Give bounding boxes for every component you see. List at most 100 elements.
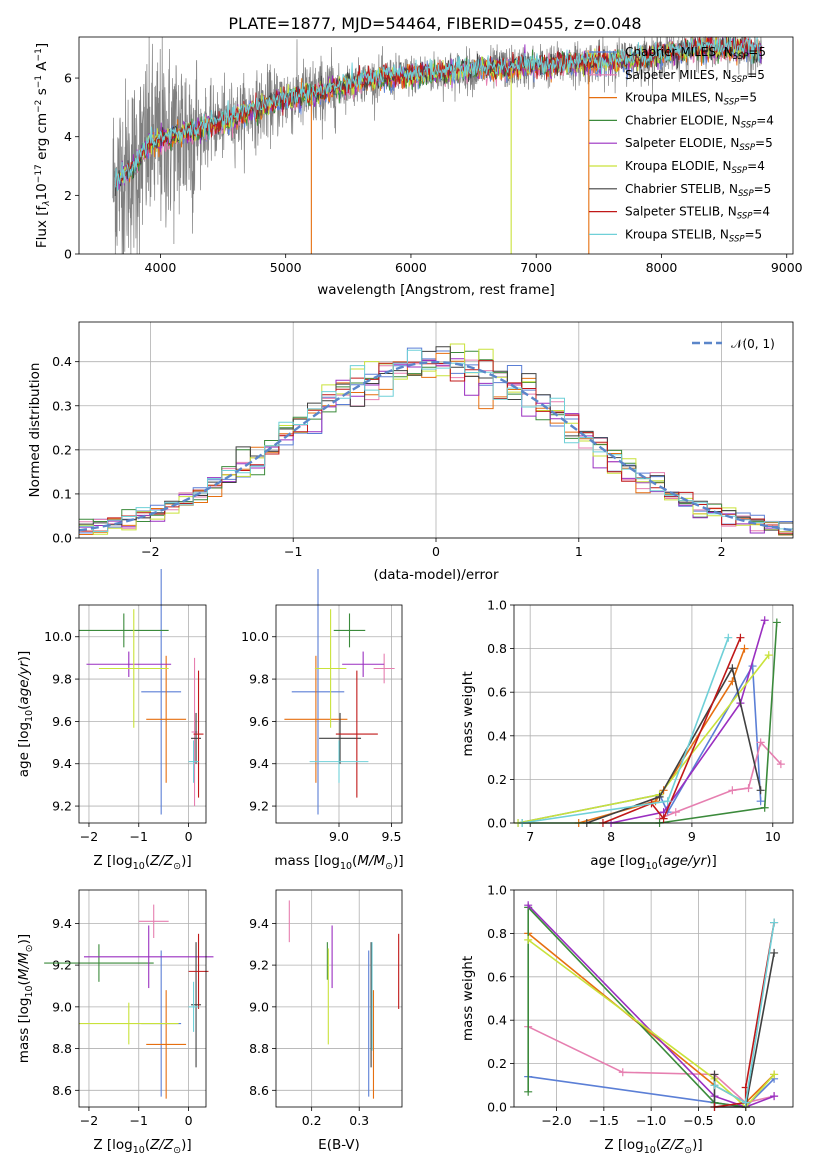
legend-label: Chabrier MILES, NSSP=5: [625, 45, 766, 62]
x-tick-label: 7000: [520, 260, 552, 275]
plot-area: [284, 569, 395, 815]
plot-area: [288, 900, 400, 1099]
y-axis-label: mass [log10(M/M⊙)]: [16, 934, 35, 1063]
axes-frame: [78, 604, 207, 824]
weight-marker: [655, 792, 664, 801]
residual-histogram-panel: −2 −1 0 1 2 0.0 0.1 0.2 0.3 0.4 𝒩(0, 1) (data-model…: [27, 321, 794, 583]
y-tick-label: 8.6: [249, 1083, 269, 1098]
weight-line: [610, 620, 766, 824]
x-tick-label: 8000: [646, 260, 678, 275]
axes-frame: [78, 36, 794, 255]
weight-line: [659, 740, 782, 820]
y-tick-label: 0.8: [487, 641, 507, 656]
y-tick-label: 1.0: [487, 883, 507, 898]
legend-label: Kroupa MILES, NSSP=5: [625, 91, 757, 108]
y-tick-label: 9.4: [52, 756, 72, 771]
y-tick-label: 8.8: [52, 1041, 72, 1056]
weight-marker: [724, 633, 733, 642]
weight-marker: [770, 1092, 779, 1101]
legend-label: Salpeter ELODIE, NSSP=5: [625, 136, 773, 153]
plot-area: [524, 901, 779, 1111]
legend-label: Salpeter MILES, NSSP=5: [625, 68, 765, 85]
y-tick-label: 9.2: [52, 958, 72, 973]
weight-line: [527, 904, 775, 1108]
x-tick-label: 9000: [771, 260, 803, 275]
weight-line: [714, 922, 775, 1104]
weight-marker: [760, 616, 769, 625]
axes-frame: [513, 889, 794, 1108]
weight-marker: [741, 1098, 750, 1107]
weight-marker: [659, 814, 668, 823]
axes-frame: [275, 889, 403, 1108]
y-tick-label: 10.0: [241, 629, 269, 644]
x-axis-label: age [log10(age/yr)]: [590, 853, 716, 872]
weight-marker: [728, 664, 737, 673]
weight-marker: [524, 935, 533, 944]
weight-marker: [760, 803, 769, 812]
y-tick-label: 9.8: [249, 672, 269, 687]
model-spectrum: [114, 36, 763, 187]
weight-line: [714, 922, 775, 1108]
x-axis-label: (data-model)/error: [373, 567, 499, 583]
plot-area: [112, 35, 763, 255]
x-tick-label: 0.3: [349, 1113, 369, 1128]
y-tick-label: 9.0: [249, 999, 269, 1014]
y-tick-label: 0.0: [52, 531, 72, 546]
weight-vs-metallicity-panel: −2.0 −1.5 −1.0 −0.5 0.0 0.0 0.2 0.4 0.6 0.8 1.0 Z […: [460, 883, 794, 1156]
y-axis-label: age [log10(age/yr)]: [16, 651, 35, 777]
weight-marker: [740, 644, 749, 653]
weight-marker: [736, 633, 745, 642]
weight-line: [586, 666, 762, 824]
weight-marker: [710, 1070, 719, 1079]
x-tick-label: 7: [526, 829, 534, 844]
mass-vs-ebv-panel: 0.2 0.3 8.6 8.8 9.0 9.2 9.4 E(B-V): [249, 889, 403, 1153]
plot-area: [44, 904, 214, 1099]
weight-marker: [756, 738, 765, 747]
x-tick-label: −1.0: [636, 1113, 666, 1128]
legend-label: Kroupa ELODIE, NSSP=4: [625, 159, 765, 176]
y-tick-label: 9.2: [249, 799, 269, 814]
y-tick-label: 0.1: [52, 486, 72, 501]
x-tick-label: 0: [185, 829, 193, 844]
y-tick-label: 0.2: [487, 1056, 507, 1071]
x-tick-label: −1: [130, 1113, 148, 1128]
y-axis-label: mass weight: [460, 671, 476, 756]
weight-marker: [770, 918, 779, 927]
y-tick-label: 0.4: [52, 354, 72, 369]
legend-label: Chabrier ELODIE, NSSP=4: [625, 113, 774, 130]
y-tick-label: 0.2: [52, 442, 72, 457]
x-tick-label: −0.5: [683, 1113, 713, 1128]
weight-marker: [524, 901, 533, 910]
legend-label: Chabrier STELIB, NSSP=5: [625, 182, 771, 199]
weight-line: [517, 654, 770, 824]
figure-title: PLATE=1877, MJD=54464, FIBERID=0455, z=0…: [228, 14, 641, 33]
x-tick-label: 5000: [270, 260, 302, 275]
y-tick-label: 9.2: [249, 958, 269, 973]
y-tick-label: 4: [64, 129, 72, 144]
y-tick-label: 9.2: [52, 799, 72, 814]
y-tick-label: 9.6: [249, 714, 269, 729]
x-tick-label: 0: [432, 544, 440, 559]
x-tick-label: 9: [688, 829, 696, 844]
y-tick-label: 0.4: [487, 728, 507, 743]
plot-area: [79, 569, 204, 815]
weight-vs-age-panel: 7 8 9 10 0.0 0.2 0.4 0.6 0.8 1.0 age [log10(age/yr…: [460, 598, 794, 872]
x-tick-label: 8: [607, 829, 615, 844]
x-tick-label: 0.0: [736, 1113, 756, 1128]
weight-line: [602, 637, 742, 824]
y-tick-label: 8.8: [249, 1041, 269, 1056]
x-axis-label: Z [log10(Z/Z⊙)]: [93, 853, 191, 872]
y-tick-label: 9.4: [249, 916, 269, 931]
y-tick-label: 9.6: [52, 714, 72, 729]
x-axis-label: Z [log10(Z/Z⊙)]: [604, 1137, 702, 1156]
y-tick-label: 2: [64, 188, 72, 203]
x-axis-label: E(B-V): [318, 1137, 360, 1153]
y-tick-label: 9.4: [52, 916, 72, 931]
weight-marker: [776, 760, 785, 769]
model-spectrum: [114, 36, 763, 191]
plot-area: [514, 616, 785, 827]
y-tick-label: 6: [64, 71, 72, 86]
weight-marker: [744, 784, 753, 793]
weight-marker: [770, 948, 779, 957]
